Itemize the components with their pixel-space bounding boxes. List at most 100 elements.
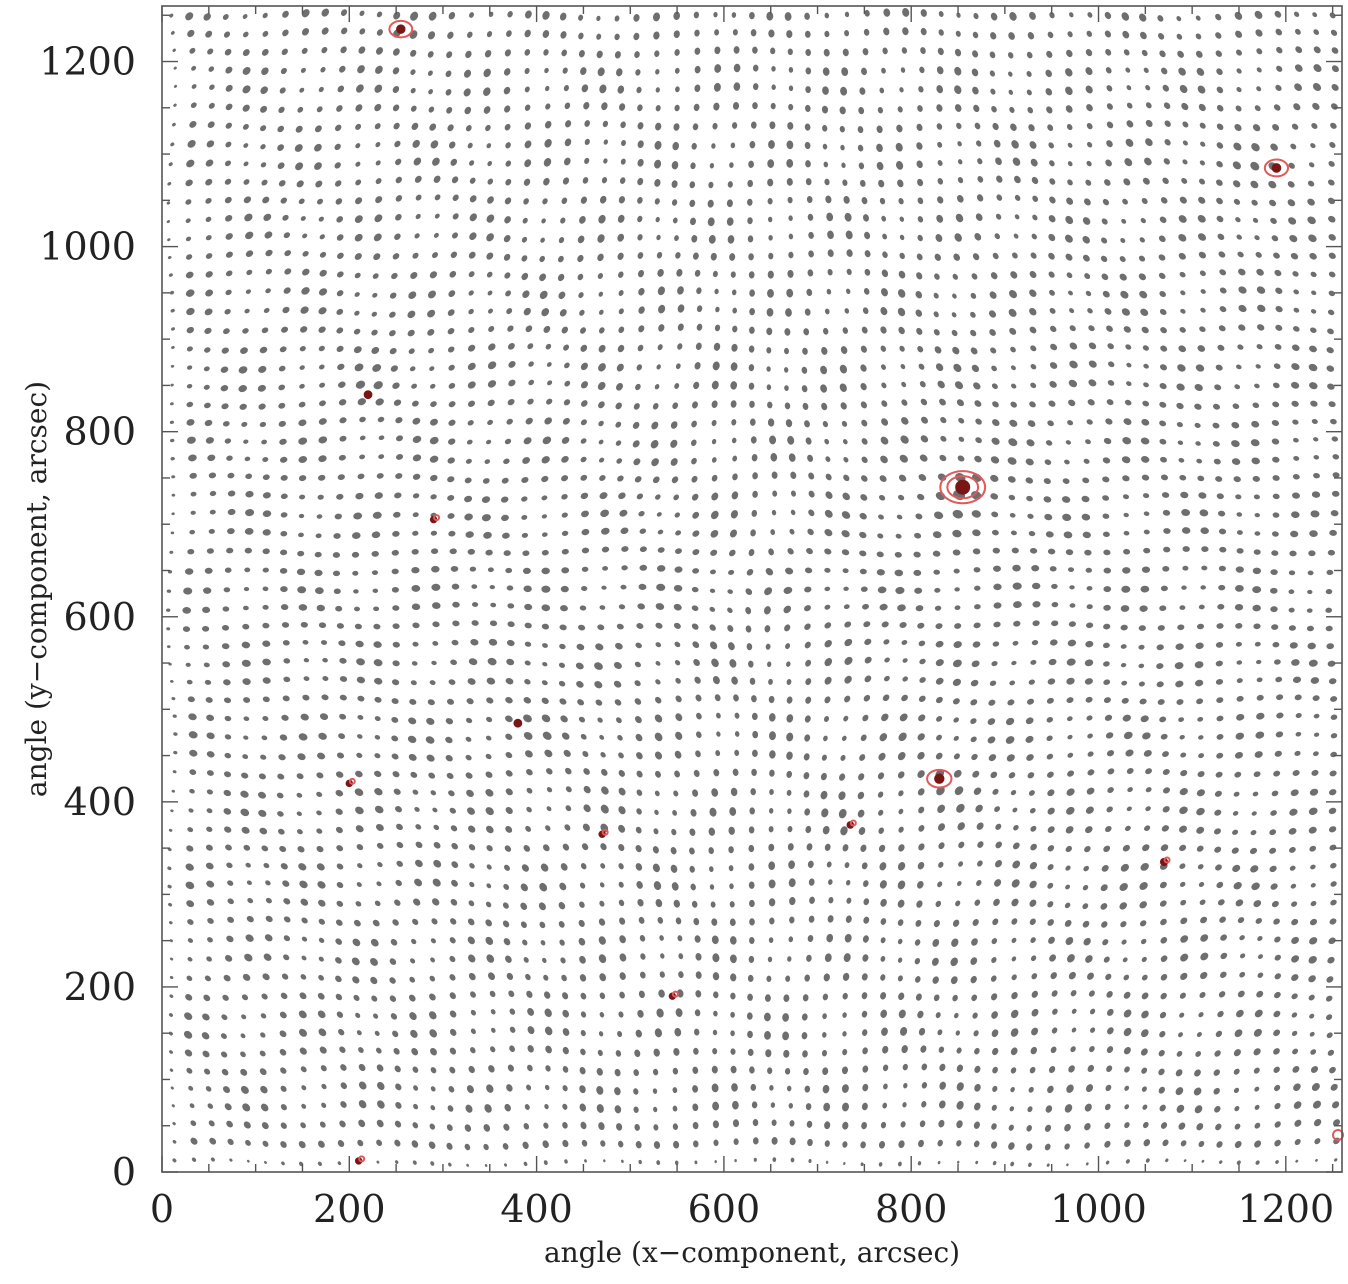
grid-point [1328, 290, 1335, 297]
grid-point [1199, 160, 1205, 166]
grid-point [262, 586, 269, 592]
grid-point [356, 844, 364, 851]
grid-point [483, 1124, 491, 1132]
grid-point [713, 102, 720, 111]
grid-point [169, 1068, 174, 1072]
y-tick-label: 600 [63, 595, 136, 639]
grid-point [1236, 660, 1243, 665]
grid-point [1291, 659, 1300, 666]
grid-point [318, 974, 325, 981]
grid-point [1141, 49, 1148, 57]
grid-point [745, 588, 753, 596]
grid-point [561, 512, 568, 518]
grid-point [897, 1161, 902, 1167]
grid-point [771, 1119, 777, 1126]
grid-point [784, 385, 789, 391]
grid-point [596, 15, 601, 22]
grid-point [577, 235, 585, 244]
grid-point [224, 178, 232, 185]
grid-point [953, 717, 960, 723]
grid-point [1200, 141, 1206, 147]
grid-point [226, 547, 234, 554]
grid-point [1013, 601, 1022, 609]
grid-point [1008, 1142, 1015, 1150]
grid-point [1066, 954, 1075, 963]
grid-point [1049, 196, 1056, 204]
grid-point [394, 492, 402, 499]
grid-point [876, 143, 883, 153]
grid-point [1180, 972, 1188, 981]
grid-point [617, 252, 624, 260]
grid-point [636, 493, 644, 500]
y-tick-label: 200 [63, 965, 136, 1009]
grid-point [636, 752, 643, 760]
grid-point [693, 11, 700, 19]
grid-point [1049, 12, 1055, 19]
grid-point [691, 586, 699, 593]
grid-point [393, 122, 400, 130]
grid-point [1066, 1084, 1074, 1093]
grid-point [580, 400, 588, 407]
grid-point [1219, 546, 1227, 553]
grid-point [1141, 1029, 1149, 1038]
grid-point [790, 1157, 795, 1163]
grid-point [1031, 565, 1040, 572]
grid-point [205, 159, 214, 167]
grid-point [205, 289, 214, 297]
grid-point [427, 309, 436, 318]
grid-point [954, 104, 962, 112]
grid-point [1197, 85, 1206, 94]
grid-point [879, 603, 888, 611]
grid-point [714, 64, 722, 73]
grid-point [483, 1143, 489, 1151]
grid-point [730, 973, 737, 982]
grid-point [659, 971, 665, 978]
grid-point [206, 548, 214, 554]
grid-point [638, 287, 645, 296]
grid-point [223, 771, 232, 778]
grid-point [391, 716, 399, 723]
grid-point [523, 957, 529, 963]
grid-point [915, 919, 922, 927]
grid-point [1010, 365, 1016, 371]
grid-point [563, 157, 571, 166]
grid-point [1102, 476, 1110, 483]
grid-point [1200, 952, 1209, 961]
grid-point [675, 713, 683, 722]
grid-point [1309, 918, 1318, 926]
grid-point [619, 991, 625, 999]
grid-point [277, 773, 285, 780]
grid-point [225, 103, 233, 111]
grid-point [764, 625, 771, 633]
grid-point [432, 157, 440, 166]
grid-point [298, 456, 308, 463]
grid-point [952, 659, 962, 668]
grid-point [671, 828, 677, 836]
grid-point [297, 586, 307, 594]
grid-point [339, 435, 347, 442]
grid-points [166, 7, 1341, 1167]
grid-point [713, 769, 720, 777]
grid-point [451, 861, 459, 868]
grid-point [1123, 530, 1130, 536]
grid-point [1199, 122, 1206, 129]
grid-point [1214, 809, 1222, 816]
grid-point [260, 1032, 266, 1038]
lens-contour [601, 828, 609, 836]
grid-point [489, 620, 498, 627]
grid-point [1254, 531, 1261, 536]
grid-point [712, 361, 720, 371]
grid-point [227, 898, 234, 905]
grid-point [617, 1030, 623, 1038]
grid-point [731, 289, 737, 296]
grid-point [618, 326, 625, 334]
grid-point [562, 1066, 569, 1073]
grid-point [1330, 29, 1338, 36]
grid-point [616, 1123, 623, 1131]
grid-point [504, 438, 512, 445]
grid-point [953, 253, 960, 261]
grid-point [1326, 1014, 1333, 1021]
grid-point [171, 493, 176, 497]
grid-point [1215, 50, 1222, 57]
grid-point [1065, 440, 1072, 445]
